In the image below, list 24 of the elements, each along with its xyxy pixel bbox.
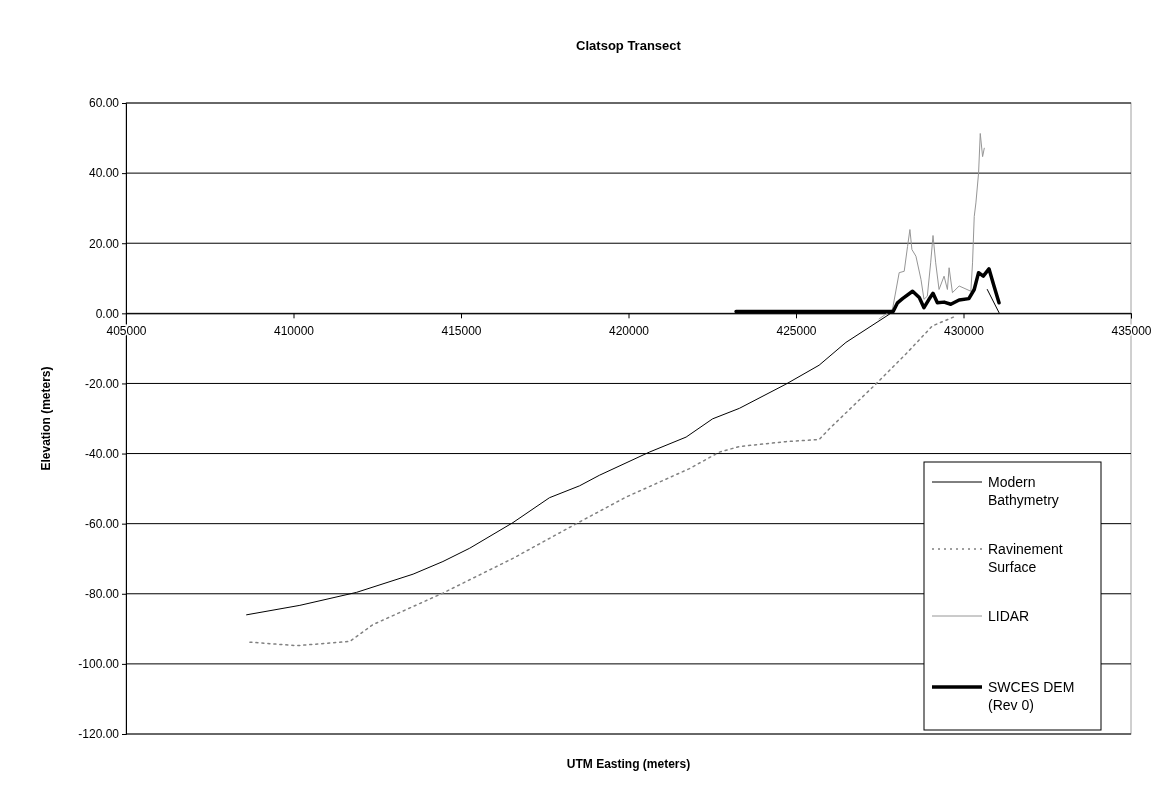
y-tick-label: -20.00 [84,376,120,391]
y-tick-label: -100.00 [78,657,120,672]
line-series [878,133,985,320]
x-tick-label: 410000 [273,323,315,338]
x-tick-label: 415000 [441,323,482,338]
legend-label: Modern Bathymetry [988,474,1059,508]
legend-label: Ravinement Surface [988,541,1063,575]
legend-label: SWCES DEM (Rev 0) [988,679,1075,713]
x-tick-label: 425000 [776,323,817,338]
x-tick-label: 420000 [608,323,650,338]
y-tick-label: 0.00 [95,306,120,321]
x-tick-label: 435000 [1111,323,1152,338]
y-tick-label: -40.00 [84,446,120,461]
y-tick-label: -80.00 [84,587,120,602]
y-tick-label: -60.00 [84,517,120,532]
y-tick-label: -120.00 [78,727,120,742]
y-axis-title: Elevation (meters) [39,366,53,471]
x-axis-title: UTM Easting (meters) [566,757,691,771]
legend-label: LIDAR [988,608,1030,624]
y-tick-label: 40.00 [88,166,120,181]
y-tick-label: 60.00 [88,96,120,111]
x-tick-label: 430000 [943,323,985,338]
chart-title: Clatsop Transect [576,38,682,53]
y-tick-label: 20.00 [88,236,120,251]
